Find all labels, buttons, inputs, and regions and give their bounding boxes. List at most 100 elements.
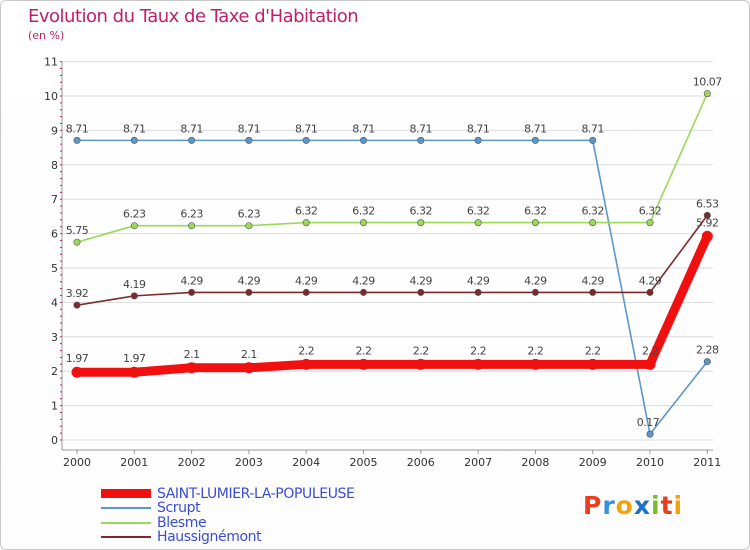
y-tick-label: 1 (51, 400, 58, 413)
data-label: 6.32 (581, 205, 604, 218)
legend-swatch-saint-lumier (101, 489, 151, 498)
series-line (72, 231, 712, 377)
data-point (529, 358, 541, 370)
data-point (589, 219, 597, 227)
data-point (587, 358, 599, 370)
data-point (417, 219, 425, 227)
data-point (531, 288, 539, 296)
data-point (474, 219, 482, 227)
legend-label-saint-lumier: SAINT-LUMIER-LA-POPULEUSE (157, 486, 355, 502)
data-label: 6.32 (524, 205, 547, 218)
data-point (71, 366, 83, 378)
data-point (415, 358, 427, 370)
x-tick-label: 2004 (292, 456, 320, 469)
data-point (358, 358, 369, 370)
data-label: 6.32 (295, 205, 318, 218)
data-label: 8.71 (295, 122, 318, 135)
data-point (302, 219, 310, 227)
data-label: 6.23 (180, 208, 203, 221)
legend-swatch-scrupt (101, 507, 151, 509)
data-point (531, 136, 539, 144)
data-label: 4.29 (410, 274, 433, 287)
legend-label-scrupt: Scrupt (157, 500, 201, 516)
data-label: 4.29 (238, 274, 261, 287)
legend-label-blesme: Blesme (157, 515, 207, 531)
y-tick-label: 10 (44, 90, 58, 103)
y-tick-label: 6 (51, 228, 58, 241)
data-point (417, 288, 425, 296)
data-label: 4.29 (581, 274, 604, 287)
data-label: 6.23 (238, 208, 261, 221)
data-point (359, 288, 367, 296)
data-point (646, 288, 654, 296)
series-line (76, 139, 709, 435)
data-label: 2.1 (241, 348, 257, 361)
x-tick-label: 2000 (63, 456, 91, 469)
legend-swatch-haussignemont (101, 536, 151, 538)
y-tick-label: 5 (51, 262, 58, 275)
data-label: 4.29 (467, 274, 490, 287)
x-tick-label: 2006 (407, 456, 435, 469)
logo-letter: i (673, 491, 684, 520)
data-label: 4.29 (524, 274, 547, 287)
data-point (474, 136, 482, 144)
data-point (474, 288, 482, 296)
data-point (73, 238, 81, 246)
logo-letter: o (615, 491, 634, 520)
data-point (73, 301, 81, 309)
data-point (302, 136, 310, 144)
data-point (130, 136, 138, 144)
data-label: 8.71 (352, 122, 375, 135)
data-point (589, 288, 597, 296)
data-point (245, 136, 253, 144)
legend-label-haussignemont: Haussignémont (157, 529, 262, 545)
data-point (302, 288, 310, 296)
data-point (703, 358, 711, 366)
y-tick-label: 0 (51, 434, 58, 447)
data-point (128, 366, 140, 378)
data-label: 2.2 (585, 344, 601, 357)
series-line (76, 214, 709, 306)
logo-letter: x (633, 491, 651, 520)
x-tick-label: 2011 (693, 456, 721, 469)
data-point (243, 362, 255, 374)
data-point (359, 136, 367, 144)
data-label: 6.32 (352, 205, 375, 218)
data-point (703, 90, 711, 98)
data-point (646, 219, 654, 227)
y-tick-label: 2 (51, 365, 58, 378)
data-label: 0.17 (637, 416, 660, 429)
data-label: 8.71 (238, 122, 261, 135)
data-point (472, 358, 484, 370)
data-point (644, 358, 656, 370)
data-label: 4.29 (180, 274, 203, 287)
data-point (188, 288, 196, 296)
data-point (188, 222, 196, 230)
data-label: 4.29 (295, 274, 318, 287)
data-point (646, 430, 654, 438)
chart-subtitle: (en %) (28, 29, 65, 42)
chart-title: Evolution du Taux de Taxe d'Habitation (28, 6, 359, 27)
data-point (73, 136, 81, 144)
data-point (300, 358, 312, 370)
y-tick-label: 9 (51, 124, 58, 137)
x-tick-label: 2003 (235, 456, 263, 469)
y-tick-label: 7 (51, 193, 58, 206)
logo-letter: i (651, 491, 661, 520)
data-label: 6.53 (696, 197, 719, 210)
data-label: 2.2 (298, 344, 314, 357)
data-label: 8.71 (524, 122, 547, 135)
y-tick-label: 11 (44, 56, 58, 69)
data-label: 6.23 (123, 208, 146, 221)
x-tick-label: 2002 (178, 456, 206, 469)
data-label: 4.19 (123, 278, 146, 291)
data-label: 6.32 (639, 205, 662, 218)
data-point (188, 136, 196, 144)
data-point (245, 288, 253, 296)
data-point (359, 219, 367, 227)
data-point (130, 292, 138, 300)
logo-letter: r (602, 491, 616, 520)
data-point (417, 136, 425, 144)
